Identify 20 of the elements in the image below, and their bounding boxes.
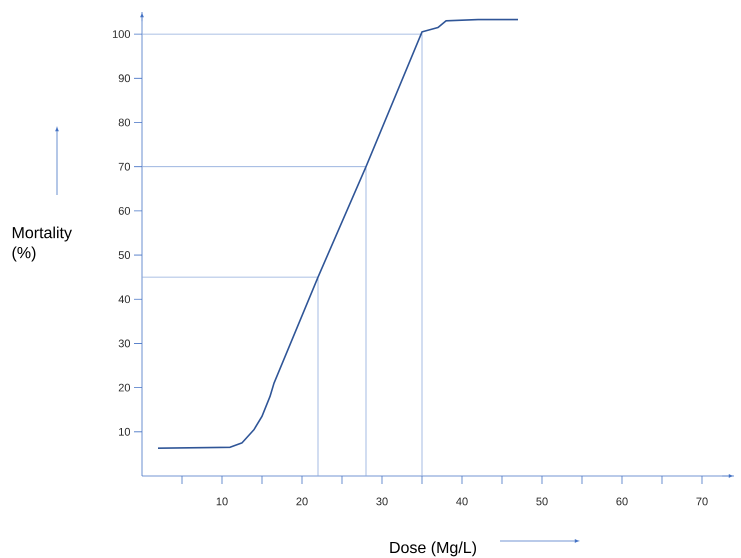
y-tick-label: 40 [118, 295, 130, 304]
x-tick-label: 40 [456, 498, 468, 506]
x-tick-label: 70 [696, 498, 708, 506]
x-tick-label: 20 [296, 498, 308, 506]
x-tick-label: 10 [216, 498, 228, 506]
x-axis-title: Dose (Mg/L) [390, 541, 476, 556]
y-axis-title: Mortality (%) [12, 226, 72, 262]
x-tick-label: 60 [616, 498, 628, 506]
line-series [157, 18, 519, 449]
y-tick-label: 50 [118, 251, 130, 259]
y-tick-label: 100 [112, 30, 130, 38]
y-tick-label: 70 [118, 162, 130, 171]
y-tick-label: 10 [119, 428, 130, 436]
y-tick-label: 90 [118, 74, 130, 82]
y-tick-label: 30 [118, 340, 130, 348]
y-tick-label: 60 [118, 206, 130, 215]
x-tick-label: 30 [376, 498, 388, 506]
y-tick-label: 80 [118, 118, 130, 126]
x-tick-label: 50 [536, 498, 548, 506]
y-tick-label: 20 [118, 384, 130, 392]
